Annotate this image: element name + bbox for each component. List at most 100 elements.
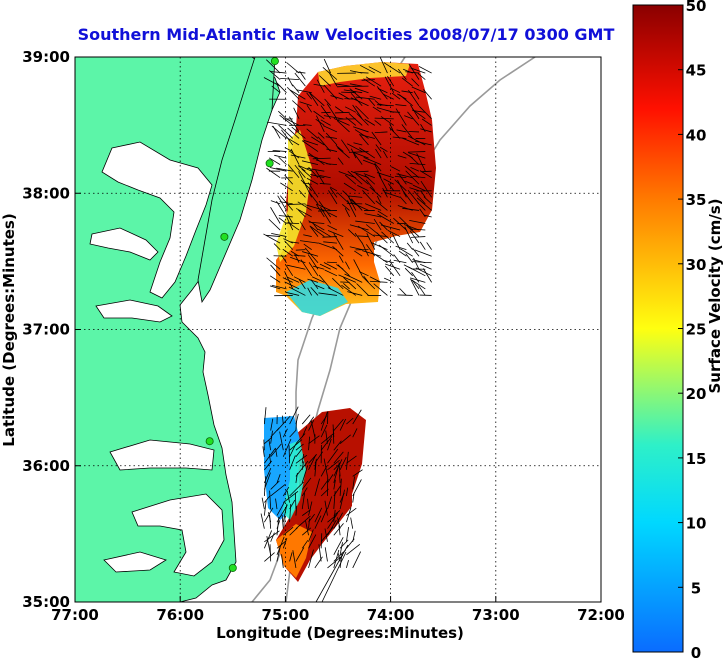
velocity-arrow <box>412 110 426 113</box>
velocity-arrow <box>271 125 287 139</box>
velocity-arrow <box>308 513 315 523</box>
velocity-arrow <box>273 243 281 250</box>
velocity-arrow <box>333 485 341 497</box>
velocity-arrow <box>298 279 306 290</box>
velocity-arrow <box>347 170 363 185</box>
velocity-arrow <box>382 93 394 100</box>
station-marker <box>205 437 214 446</box>
velocity-arrow <box>354 232 363 244</box>
velocity-arrow <box>369 276 382 283</box>
velocity-arrow <box>422 268 432 283</box>
velocity-arrow <box>301 160 319 166</box>
velocity-arrow <box>276 200 287 218</box>
velocity-arrow <box>313 83 325 87</box>
velocity-arrow <box>282 438 292 457</box>
velocity-arrow <box>338 525 341 536</box>
velocity-arrow <box>289 552 293 562</box>
velocity-arrow <box>319 175 331 179</box>
velocity-arrow <box>276 415 291 431</box>
velocity-arrow <box>264 507 274 523</box>
velocity-arrow <box>279 431 284 451</box>
velocity-arrow <box>280 182 293 192</box>
velocity-arrow <box>297 165 306 172</box>
velocity-arrow <box>299 240 319 244</box>
velocity-arrow <box>346 451 349 470</box>
velocity-arrow <box>375 148 382 159</box>
velocity-arrow <box>350 93 363 107</box>
velocity-arrow <box>285 291 300 296</box>
velocity-arrow <box>287 203 306 205</box>
velocity-arrow <box>328 190 338 205</box>
velocity-arrow <box>397 179 407 198</box>
velocity-arrow <box>289 499 296 510</box>
velocity-arrow <box>371 242 388 251</box>
velocity-arrow <box>327 514 337 523</box>
velocity-arrow <box>389 127 401 139</box>
velocity-arrow <box>308 221 325 224</box>
velocity-arrow <box>359 64 376 74</box>
station-marker <box>265 159 274 168</box>
velocity-arrow <box>364 174 376 185</box>
velocity-arrow <box>293 254 306 257</box>
velocity-arrow <box>308 262 319 277</box>
velocity-arrow <box>278 217 287 224</box>
velocity-arrow <box>263 472 271 490</box>
velocity-arrow <box>395 245 407 251</box>
velocity-arrow <box>323 115 344 120</box>
velocity-arrow <box>368 98 376 107</box>
south-orange-tail <box>276 524 312 578</box>
velocity-arrow <box>296 89 312 94</box>
x-tick-label: 76:00 <box>156 606 204 624</box>
velocity-arrow <box>301 487 308 497</box>
velocity-arrow <box>363 173 375 179</box>
velocity-arrow <box>353 126 369 133</box>
station-marker <box>228 563 237 572</box>
colorbar-tick-label: 15 <box>686 450 707 468</box>
velocity-arrow <box>352 476 355 490</box>
velocity-arrow <box>352 469 363 477</box>
velocity-arrow <box>286 264 306 270</box>
velocity-arrow <box>395 104 407 107</box>
velocity-arrow <box>423 89 432 100</box>
velocity-arrow <box>387 229 401 237</box>
velocity-arrow <box>333 440 342 451</box>
velocity-arrow <box>305 204 325 211</box>
velocity-arrow <box>349 246 363 251</box>
velocity-arrow <box>343 182 357 192</box>
velocity-arrow <box>375 144 382 152</box>
velocity-arrow <box>380 116 394 126</box>
velocity-arrow <box>352 428 358 438</box>
velocity-arrow <box>329 186 338 192</box>
colorbar-tick-label: 35 <box>686 191 707 209</box>
velocity-arrow <box>407 111 420 126</box>
velocity-arrow <box>349 224 369 231</box>
velocity-arrow <box>289 429 297 438</box>
velocity-arrow <box>287 214 294 224</box>
velocity-arrow <box>406 225 420 237</box>
grid <box>75 57 601 602</box>
velocity-arrow <box>394 175 407 179</box>
velocity-arrow <box>412 184 426 192</box>
velocity-arrow <box>336 120 350 133</box>
velocity-arrow <box>350 170 369 179</box>
velocity-arrow <box>275 498 278 510</box>
velocity-arrow <box>423 196 432 205</box>
velocity-arrow <box>410 236 426 238</box>
velocity-arrow <box>394 179 407 192</box>
velocity-arrow <box>334 106 344 113</box>
velocity-arrow <box>270 207 281 224</box>
velocity-arrow <box>377 210 388 218</box>
velocity-arrow <box>373 218 382 231</box>
velocity-arrow <box>321 551 347 602</box>
velocity-arrow <box>302 251 319 257</box>
velocity-arrow <box>301 527 312 536</box>
velocity-arrow <box>288 150 300 159</box>
velocity-arrow <box>356 113 369 126</box>
velocity-arrow <box>286 118 300 126</box>
velocity-arrow <box>352 493 355 503</box>
velocity-arrow <box>353 259 363 277</box>
velocity-arrow <box>364 213 382 218</box>
velocity-arrow <box>308 454 317 464</box>
velocity-arrow <box>270 264 281 277</box>
